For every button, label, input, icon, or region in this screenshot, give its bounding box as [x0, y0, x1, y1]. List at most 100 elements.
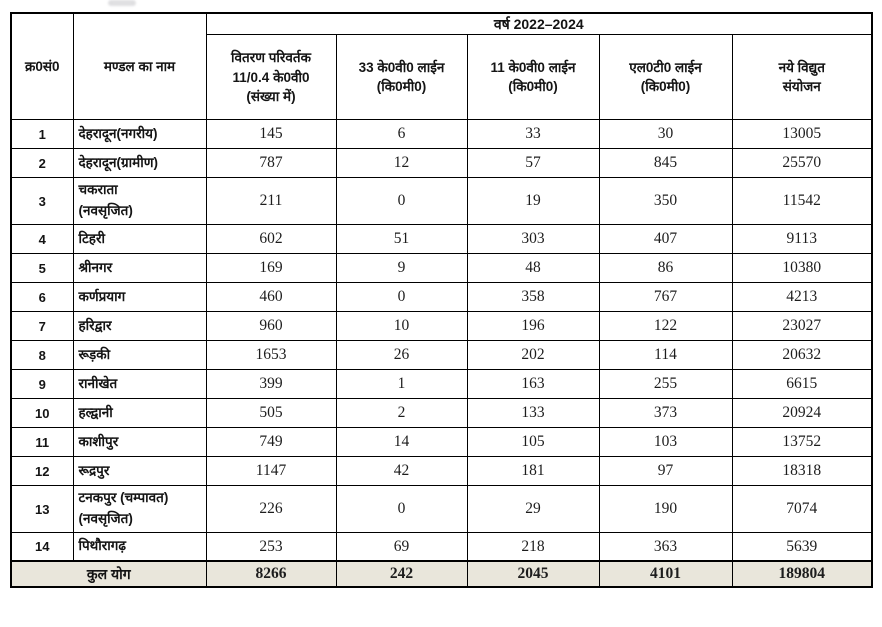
row-11kv-value: 163 — [466, 369, 600, 400]
row-11kv-value: 105 — [466, 427, 600, 458]
row-11kv-value: 33 — [466, 119, 600, 150]
row-11kv-value: 29 — [466, 485, 600, 533]
row-transformers-value: 399 — [205, 369, 337, 400]
row-lt-value: 190 — [598, 485, 733, 533]
row-11kv-value: 57 — [466, 148, 600, 179]
table-row: 3 चकराता (नवसृजित) 211 0 19 350 11542 — [10, 177, 873, 226]
row-transformers-value: 602 — [205, 224, 337, 255]
sub-header-row: वितरण परिवर्तक 11/0.4 के0वी0 (संख्या में… — [11, 34, 873, 121]
row-connections-value: 13752 — [731, 427, 873, 458]
table-row: 5 श्रीनगर 169 9 48 86 10380 — [10, 253, 873, 284]
row-connections-value: 20924 — [731, 398, 873, 429]
total-lt-value: 4101 — [598, 560, 733, 588]
row-serial: 12 — [10, 456, 74, 487]
row-transformers-value: 169 — [205, 253, 337, 284]
table-row: 1 देहरादून(नगरीय) 145 6 33 30 13005 — [10, 119, 873, 150]
row-33kv-value: 0 — [335, 177, 468, 226]
header-division-name: मण्डल का नाम — [72, 12, 207, 121]
row-connections-value: 20632 — [731, 340, 873, 371]
row-33kv-value: 0 — [335, 485, 468, 533]
division-data-table: क्र0सं0 मण्डल का नाम वर्ष 2022–2024 वितर… — [10, 12, 874, 589]
table-row: 8 रूड़की 1653 26 202 114 20632 — [10, 340, 873, 371]
total-11kv-value: 2045 — [466, 560, 600, 588]
table-row: 4 टिहरी 602 51 303 407 9113 — [10, 224, 873, 255]
row-division-name: हल्द्वानी — [72, 398, 207, 429]
row-transformers-value: 1653 — [205, 340, 337, 371]
total-label: कुल योग — [10, 560, 207, 588]
row-serial: 5 — [10, 253, 74, 284]
row-transformers-value: 226 — [205, 485, 337, 533]
row-transformers-value: 460 — [205, 282, 337, 313]
row-11kv-value: 218 — [466, 531, 600, 562]
header-33kv-line: 33 के0वी0 लाईन (कि0मी0) — [335, 34, 468, 121]
row-transformers-value: 505 — [205, 398, 337, 429]
row-division-name: रूड़की — [72, 340, 207, 371]
total-row: कुल योग 8266 242 2045 4101 189804 — [10, 560, 873, 588]
row-33kv-value: 42 — [335, 456, 468, 487]
table-row: 2 देहरादून(ग्रामीण) 787 12 57 845 25570 — [10, 148, 873, 179]
row-lt-value: 350 — [598, 177, 733, 226]
row-33kv-value: 14 — [335, 427, 468, 458]
header-year-span: वर्ष 2022–2024 — [205, 12, 873, 36]
row-connections-value: 5639 — [731, 531, 873, 562]
row-serial: 4 — [10, 224, 74, 255]
row-33kv-value: 6 — [335, 119, 468, 150]
header-11kv-line: 11 के0वी0 लाईन (कि0मी0) — [466, 34, 600, 121]
row-division-name: कर्णप्रयाग — [72, 282, 207, 313]
table-row: 14 पिथौरागढ़ 253 69 218 363 5639 — [10, 531, 873, 562]
row-connections-value: 6615 — [731, 369, 873, 400]
row-11kv-value: 48 — [466, 253, 600, 284]
row-11kv-value: 181 — [466, 456, 600, 487]
row-33kv-value: 12 — [335, 148, 468, 179]
row-lt-value: 103 — [598, 427, 733, 458]
table-row: 9 रानीखेत 399 1 163 255 6615 — [10, 369, 873, 400]
row-33kv-value: 9 — [335, 253, 468, 284]
table-row: 7 हरिद्वार 960 10 196 122 23027 — [10, 311, 873, 342]
table-body: 1 देहरादून(नगरीय) 145 6 33 30 13005 2 दे… — [10, 119, 873, 588]
row-33kv-value: 10 — [335, 311, 468, 342]
table-row: 13 टनकपुर (चम्पावत) (नवसृजित) 226 0 29 1… — [10, 485, 873, 533]
row-transformers-value: 145 — [205, 119, 337, 150]
row-division-name: देहरादून(नगरीय) — [72, 119, 207, 150]
row-serial: 7 — [10, 311, 74, 342]
table-row: 11 काशीपुर 749 14 105 103 13752 — [10, 427, 873, 458]
row-lt-value: 373 — [598, 398, 733, 429]
row-lt-value: 97 — [598, 456, 733, 487]
row-division-name: टनकपुर (चम्पावत) (नवसृजित) — [72, 485, 207, 533]
table-header: क्र0सं0 मण्डल का नाम वर्ष 2022–2024 वितर… — [10, 12, 873, 121]
row-lt-value: 86 — [598, 253, 733, 284]
row-11kv-value: 19 — [466, 177, 600, 226]
row-serial: 3 — [10, 177, 74, 226]
row-33kv-value: 51 — [335, 224, 468, 255]
row-division-name: पिथौरागढ़ — [72, 531, 207, 562]
row-serial: 9 — [10, 369, 74, 400]
total-33kv-value: 242 — [335, 560, 468, 588]
row-connections-value: 4213 — [731, 282, 873, 313]
row-lt-value: 255 — [598, 369, 733, 400]
row-transformers-value: 960 — [205, 311, 337, 342]
row-division-name: काशीपुर — [72, 427, 207, 458]
table-row: 12 रूद्रपुर 1147 42 181 97 18318 — [10, 456, 873, 487]
row-connections-value: 7074 — [731, 485, 873, 533]
row-lt-value: 114 — [598, 340, 733, 371]
row-serial: 1 — [10, 119, 74, 150]
row-11kv-value: 358 — [466, 282, 600, 313]
row-lt-value: 767 — [598, 282, 733, 313]
row-33kv-value: 26 — [335, 340, 468, 371]
row-connections-value: 23027 — [731, 311, 873, 342]
table-row: 6 कर्णप्रयाग 460 0 358 767 4213 — [10, 282, 873, 313]
row-division-name: रूद्रपुर — [72, 456, 207, 487]
row-11kv-value: 202 — [466, 340, 600, 371]
table-row: 10 हल्द्वानी 505 2 133 373 20924 — [10, 398, 873, 429]
row-division-name: चकराता (नवसृजित) — [72, 177, 207, 226]
row-lt-value: 122 — [598, 311, 733, 342]
row-lt-value: 407 — [598, 224, 733, 255]
row-lt-value: 363 — [598, 531, 733, 562]
row-serial: 14 — [10, 531, 74, 562]
row-connections-value: 13005 — [731, 119, 873, 150]
row-serial: 13 — [10, 485, 74, 533]
row-connections-value: 9113 — [731, 224, 873, 255]
row-division-name: टिहरी — [72, 224, 207, 255]
row-serial: 2 — [10, 148, 74, 179]
